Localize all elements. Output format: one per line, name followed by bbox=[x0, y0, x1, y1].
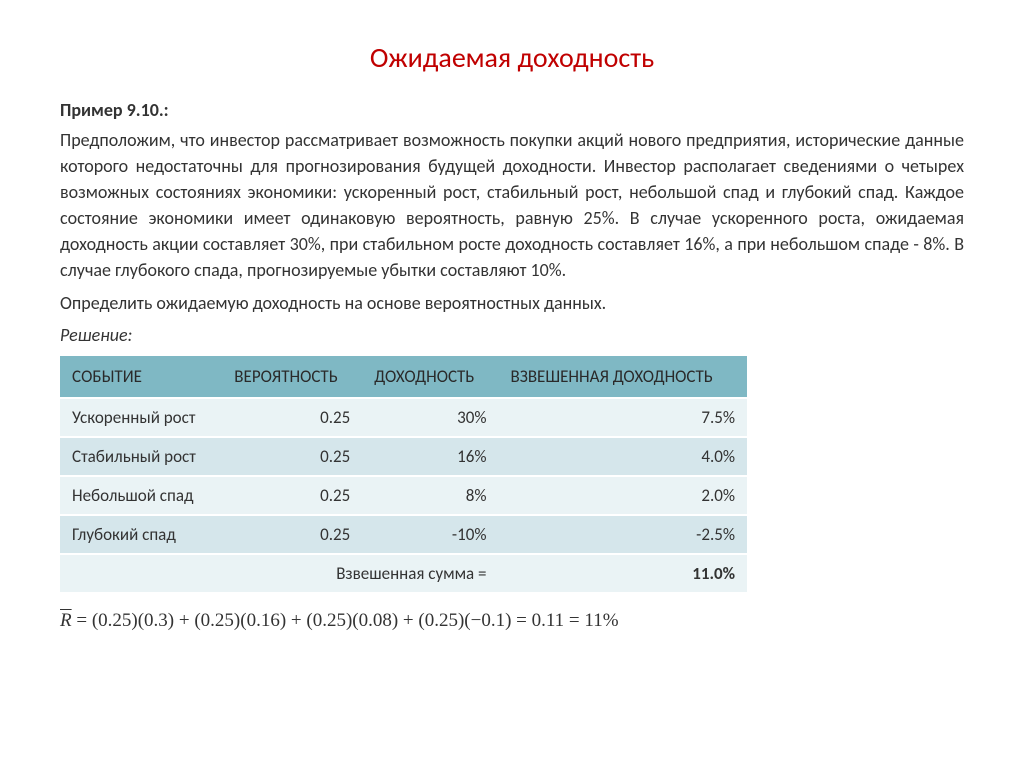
sum-label: Взвешенная сумма = bbox=[60, 554, 499, 593]
sum-value: 11.0% bbox=[499, 554, 748, 593]
cell-event: Ускоренный рост bbox=[60, 398, 222, 437]
formula: R = (0.25)(0.3) + (0.25)(0.16) + (0.25)(… bbox=[60, 610, 964, 632]
example-label: Пример 9.10.: bbox=[60, 99, 964, 121]
table-row: Ускоренный рост 0.25 30% 7.5% bbox=[60, 398, 747, 437]
cell-event: Стабильный рост bbox=[60, 437, 222, 476]
formula-lhs: R bbox=[60, 610, 72, 631]
col-weighted: ВЗВЕШЕННАЯ ДОХОДНОСТЬ bbox=[499, 356, 748, 398]
cell-return: 8% bbox=[362, 476, 498, 515]
table-row: Небольшой спад 0.25 8% 2.0% bbox=[60, 476, 747, 515]
cell-event: Глубокий спад bbox=[60, 515, 222, 554]
table-header-row: СОБЫТИЕ ВЕРОЯТНОСТЬ ДОХОДНОСТЬ ВЗВЕШЕННА… bbox=[60, 356, 747, 398]
problem-paragraph-2: Определить ожидаемую доходность на основ… bbox=[60, 290, 964, 316]
table-row: Стабильный рост 0.25 16% 4.0% bbox=[60, 437, 747, 476]
cell-prob: 0.25 bbox=[222, 437, 362, 476]
table-sum-row: Взвешенная сумма = 11.0% bbox=[60, 554, 747, 593]
cell-weighted: 4.0% bbox=[499, 437, 748, 476]
cell-prob: 0.25 bbox=[222, 398, 362, 437]
cell-weighted: 2.0% bbox=[499, 476, 748, 515]
cell-return: 30% bbox=[362, 398, 498, 437]
cell-event: Небольшой спад bbox=[60, 476, 222, 515]
cell-prob: 0.25 bbox=[222, 515, 362, 554]
problem-paragraph-1: Предположим, что инвестор рассматривает … bbox=[60, 127, 964, 284]
cell-return: 16% bbox=[362, 437, 498, 476]
formula-rhs: = (0.25)(0.3) + (0.25)(0.16) + (0.25)(0.… bbox=[72, 610, 619, 631]
cell-weighted: 7.5% bbox=[499, 398, 748, 437]
cell-weighted: -2.5% bbox=[499, 515, 748, 554]
solution-label: Решение: bbox=[60, 324, 964, 346]
cell-prob: 0.25 bbox=[222, 476, 362, 515]
probability-table: СОБЫТИЕ ВЕРОЯТНОСТЬ ДОХОДНОСТЬ ВЗВЕШЕННА… bbox=[60, 356, 747, 594]
table-row: Глубокий спад 0.25 -10% -2.5% bbox=[60, 515, 747, 554]
col-event: СОБЫТИЕ bbox=[60, 356, 222, 398]
cell-return: -10% bbox=[362, 515, 498, 554]
page-title: Ожидаемая доходность bbox=[60, 40, 964, 75]
col-return: ДОХОДНОСТЬ bbox=[362, 356, 498, 398]
col-prob: ВЕРОЯТНОСТЬ bbox=[222, 356, 362, 398]
